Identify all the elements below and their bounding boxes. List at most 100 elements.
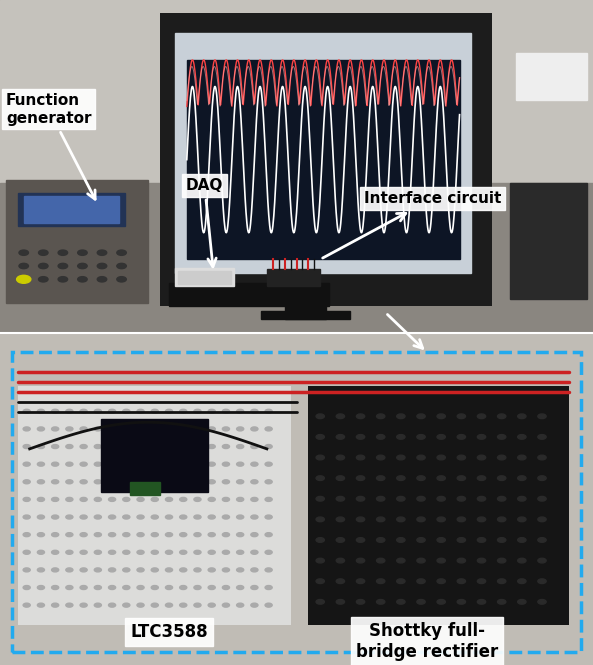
Circle shape bbox=[265, 462, 272, 466]
Circle shape bbox=[58, 250, 68, 255]
Circle shape bbox=[109, 480, 116, 484]
Circle shape bbox=[356, 414, 365, 419]
Circle shape bbox=[208, 497, 215, 501]
Circle shape bbox=[23, 427, 30, 431]
Circle shape bbox=[180, 480, 187, 484]
Circle shape bbox=[66, 585, 73, 590]
Circle shape bbox=[52, 444, 59, 448]
Circle shape bbox=[109, 551, 116, 555]
Circle shape bbox=[151, 515, 158, 519]
Circle shape bbox=[437, 455, 445, 460]
Circle shape bbox=[80, 480, 87, 484]
Circle shape bbox=[37, 480, 44, 484]
Circle shape bbox=[251, 533, 258, 537]
Circle shape bbox=[538, 517, 546, 521]
Circle shape bbox=[237, 568, 244, 572]
Circle shape bbox=[437, 476, 445, 480]
Circle shape bbox=[377, 537, 385, 543]
Bar bbox=[510, 183, 587, 299]
Circle shape bbox=[151, 603, 158, 607]
Circle shape bbox=[518, 537, 526, 543]
Circle shape bbox=[180, 585, 187, 590]
Circle shape bbox=[80, 497, 87, 501]
Circle shape bbox=[518, 455, 526, 460]
Bar bbox=[6, 180, 148, 303]
Bar bbox=[160, 13, 492, 306]
Circle shape bbox=[137, 410, 144, 414]
Circle shape bbox=[78, 277, 87, 282]
Circle shape bbox=[52, 533, 59, 537]
Circle shape bbox=[498, 579, 506, 584]
Bar bbox=[175, 33, 471, 273]
Circle shape bbox=[356, 455, 365, 460]
Circle shape bbox=[94, 497, 101, 501]
Circle shape bbox=[397, 537, 405, 543]
Circle shape bbox=[498, 414, 506, 419]
Circle shape bbox=[97, 250, 107, 255]
Circle shape bbox=[477, 579, 486, 584]
Circle shape bbox=[194, 533, 201, 537]
Circle shape bbox=[397, 414, 405, 419]
Circle shape bbox=[23, 497, 30, 501]
Circle shape bbox=[251, 444, 258, 448]
Circle shape bbox=[165, 568, 173, 572]
Circle shape bbox=[137, 551, 144, 555]
Circle shape bbox=[194, 480, 201, 484]
Circle shape bbox=[397, 455, 405, 460]
Circle shape bbox=[151, 462, 158, 466]
Circle shape bbox=[151, 497, 158, 501]
Circle shape bbox=[80, 603, 87, 607]
Circle shape bbox=[417, 414, 425, 419]
Circle shape bbox=[518, 559, 526, 563]
Circle shape bbox=[194, 585, 201, 590]
Circle shape bbox=[94, 568, 101, 572]
Circle shape bbox=[397, 517, 405, 521]
Circle shape bbox=[265, 568, 272, 572]
Circle shape bbox=[538, 559, 546, 563]
Circle shape bbox=[123, 497, 130, 501]
Circle shape bbox=[151, 568, 158, 572]
Circle shape bbox=[137, 427, 144, 431]
Circle shape bbox=[23, 603, 30, 607]
Circle shape bbox=[17, 275, 31, 283]
Circle shape bbox=[109, 533, 116, 537]
Circle shape bbox=[316, 600, 324, 604]
Circle shape bbox=[52, 427, 59, 431]
Circle shape bbox=[265, 410, 272, 414]
Circle shape bbox=[417, 496, 425, 501]
Circle shape bbox=[194, 603, 201, 607]
Circle shape bbox=[80, 462, 87, 466]
Circle shape bbox=[377, 600, 385, 604]
Circle shape bbox=[137, 585, 144, 590]
Circle shape bbox=[94, 462, 101, 466]
Circle shape bbox=[222, 462, 229, 466]
Bar bbox=[0, 183, 593, 332]
Circle shape bbox=[58, 263, 68, 269]
Circle shape bbox=[518, 496, 526, 501]
Circle shape bbox=[37, 551, 44, 555]
Circle shape bbox=[356, 600, 365, 604]
Circle shape bbox=[165, 444, 173, 448]
Circle shape bbox=[208, 585, 215, 590]
Circle shape bbox=[109, 568, 116, 572]
Circle shape bbox=[518, 600, 526, 604]
Circle shape bbox=[208, 480, 215, 484]
Circle shape bbox=[123, 533, 130, 537]
Circle shape bbox=[251, 515, 258, 519]
Circle shape bbox=[37, 427, 44, 431]
Circle shape bbox=[97, 277, 107, 282]
Circle shape bbox=[117, 250, 126, 255]
Circle shape bbox=[180, 551, 187, 555]
Circle shape bbox=[94, 551, 101, 555]
Circle shape bbox=[19, 277, 28, 282]
Circle shape bbox=[265, 551, 272, 555]
Circle shape bbox=[194, 444, 201, 448]
Circle shape bbox=[208, 568, 215, 572]
Circle shape bbox=[52, 603, 59, 607]
Circle shape bbox=[457, 600, 466, 604]
Circle shape bbox=[66, 603, 73, 607]
Circle shape bbox=[336, 559, 345, 563]
Circle shape bbox=[437, 496, 445, 501]
Circle shape bbox=[66, 551, 73, 555]
Circle shape bbox=[251, 462, 258, 466]
